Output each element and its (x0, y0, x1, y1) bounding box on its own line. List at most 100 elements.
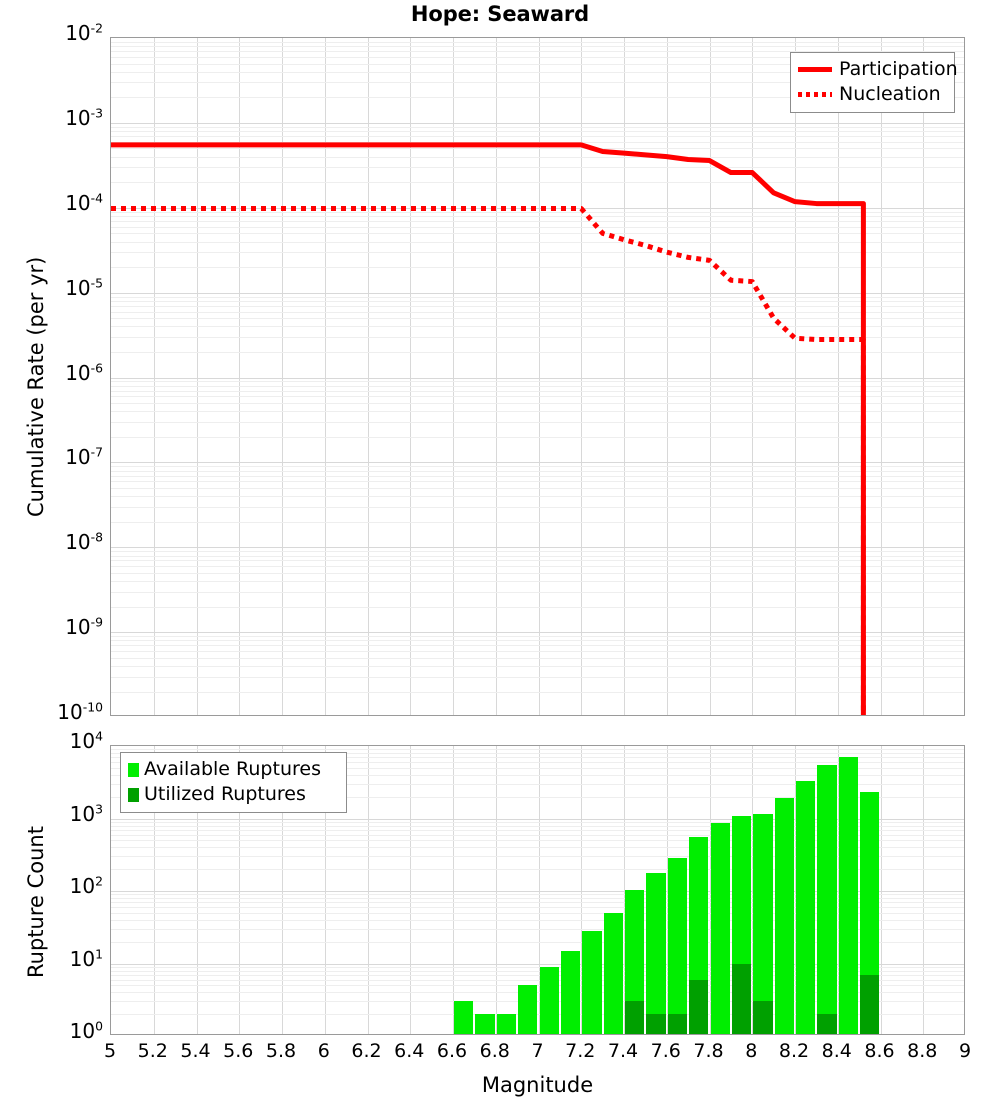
x-tick-label: 6 (317, 1040, 330, 1062)
grid-horizontal-minor (111, 555, 964, 557)
grid-horizontal-minor (111, 466, 964, 468)
grid-vertical (880, 38, 882, 715)
y-tick-label: 10-2 (65, 20, 103, 45)
grid-vertical (367, 38, 369, 715)
grid-horizontal-minor (111, 136, 964, 137)
grid-horizontal-minor (111, 966, 964, 968)
bar-utilized (753, 1001, 773, 1034)
legend-item: Participation (798, 57, 958, 82)
grid-vertical (795, 746, 796, 1034)
grid-vertical (453, 746, 454, 1034)
bar-utilized (689, 979, 709, 1034)
grid-horizontal-minor (111, 267, 964, 269)
x-tick-label: 8.2 (778, 1040, 810, 1062)
bar-available (625, 889, 645, 1034)
bar-available (475, 1014, 495, 1034)
grid-horizontal-minor (111, 762, 964, 764)
grid-horizontal-minor (111, 226, 964, 228)
grid-horizontal-minor (111, 636, 964, 637)
grid-vertical (752, 38, 754, 715)
y-tick-label: 103 (69, 800, 103, 826)
grid-vertical (495, 38, 497, 715)
legend-item-label: Participation (839, 58, 958, 80)
grid-horizontal-minor (111, 825, 964, 827)
grid-horizontal-minor (111, 783, 964, 785)
grid-horizontal-minor (111, 41, 964, 43)
y-tick-label: 10-7 (65, 444, 103, 470)
grid-vertical (581, 38, 583, 715)
grid-horizontal-minor (111, 421, 964, 423)
y-tick-label: 10-4 (65, 190, 103, 215)
grid-horizontal-minor (111, 396, 964, 398)
legend-swatch-square (128, 762, 139, 777)
grid-horizontal-minor (111, 337, 964, 338)
bar-available (796, 780, 816, 1034)
grid-horizontal-minor (111, 581, 964, 582)
grid-horizontal-minor (111, 970, 964, 972)
grid-horizontal-minor (111, 63, 964, 65)
bar-available (817, 764, 837, 1034)
grid-horizontal-minor (111, 352, 964, 353)
grid-horizontal-minor (111, 640, 964, 642)
grid-horizontal-minor (111, 1001, 964, 1003)
grid-horizontal-minor (111, 902, 964, 904)
bar-available (560, 950, 581, 1034)
grid-horizontal-minor (111, 907, 964, 909)
x-tick-label: 8.4 (821, 1040, 852, 1062)
grid-horizontal-minor (111, 148, 964, 150)
bar-available (860, 792, 880, 1034)
series-nucleation (111, 205, 866, 715)
legend-swatch-line (798, 67, 832, 72)
y-tick-label: 101 (69, 945, 103, 971)
grid-horizontal-minor (111, 572, 964, 574)
grid-horizontal-major (111, 891, 964, 892)
grid-horizontal-minor (111, 71, 964, 73)
grid-horizontal-minor (111, 757, 964, 759)
grid-horizontal-minor (111, 305, 964, 307)
grid-horizontal-minor (111, 296, 964, 298)
grid-horizontal-minor (111, 928, 964, 930)
grid-horizontal-minor (111, 403, 964, 404)
grid-horizontal-minor (111, 676, 964, 678)
grid-horizontal-minor (111, 645, 964, 647)
grid-horizontal-minor (111, 311, 964, 313)
grid-vertical (410, 38, 412, 715)
y-tick-label: 10-6 (65, 359, 103, 385)
top-y-axis-title: Cumulative Rate (per yr) (24, 256, 48, 517)
bar-available (454, 1001, 474, 1034)
legend-swatch-square (128, 787, 139, 802)
top-series-layer (111, 142, 866, 715)
grid-horizontal-minor (111, 56, 964, 58)
grid-vertical (239, 38, 241, 715)
x-tick-label: 8 (745, 1040, 758, 1062)
grid-horizontal-minor (111, 156, 964, 158)
grid-horizontal-minor (111, 300, 964, 302)
grid-vertical (581, 746, 583, 1034)
grid-horizontal-minor (111, 869, 964, 871)
grid-vertical (538, 38, 540, 715)
grid-vertical (666, 38, 668, 715)
x-tick-label: 5.2 (137, 1040, 168, 1062)
grid-horizontal-minor (111, 126, 964, 128)
top-legend: Participation Nucleation (790, 52, 958, 113)
grid-vertical (367, 746, 369, 1034)
bar-available (646, 873, 666, 1034)
x-tick-label: 7.6 (650, 1040, 681, 1062)
grid-horizontal-minor (111, 233, 964, 235)
bar-available (582, 931, 602, 1034)
grid-horizontal-minor (111, 381, 964, 383)
bar-available (539, 966, 559, 1034)
grid-horizontal-major (111, 462, 964, 464)
grid-vertical (752, 746, 754, 1034)
grid-horizontal-minor (111, 390, 964, 392)
x-tick-label: 8.8 (907, 1040, 938, 1062)
grid-vertical (837, 746, 839, 1034)
legend-item: Nucleation (798, 82, 947, 107)
bar-utilized (646, 1014, 666, 1034)
x-tick-label: 6.8 (479, 1040, 510, 1062)
bar-available (838, 757, 859, 1034)
grid-horizontal-minor (111, 97, 964, 99)
legend-item-label: Nucleation (839, 83, 941, 105)
grid-horizontal-major (111, 818, 964, 820)
